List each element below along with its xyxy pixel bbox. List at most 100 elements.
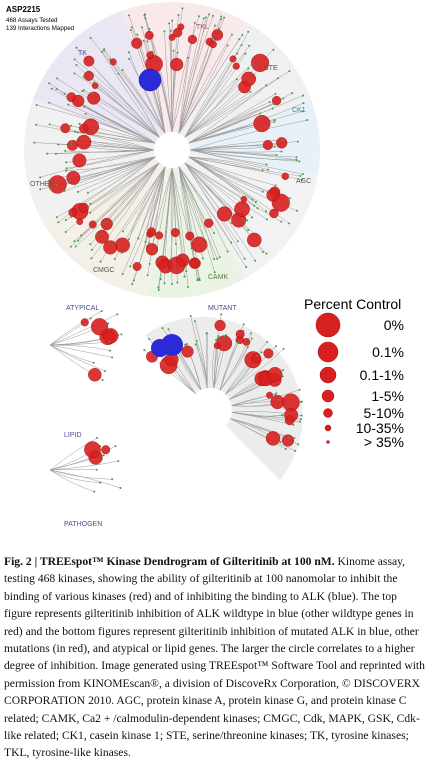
leaf (144, 17, 147, 20)
leaf (260, 351, 263, 354)
leaf (282, 347, 285, 350)
leaf (254, 259, 257, 262)
branch (230, 418, 289, 439)
hit (265, 431, 281, 446)
leaf (63, 92, 66, 95)
leaf (298, 388, 301, 391)
leaf (193, 320, 196, 323)
leaf (121, 69, 124, 72)
leaf (282, 369, 285, 372)
legend-marker (324, 424, 332, 432)
leaf (74, 130, 77, 133)
branch (149, 28, 173, 133)
branch (164, 31, 173, 133)
leaf (243, 257, 246, 260)
leaf (57, 143, 60, 146)
hit (66, 170, 81, 185)
branch (74, 162, 160, 242)
branch (106, 162, 160, 223)
leaf (275, 345, 278, 348)
leaf (273, 145, 276, 148)
leaf (130, 26, 133, 29)
branch (162, 327, 202, 391)
hit (109, 58, 117, 66)
leaf (265, 218, 268, 221)
legend-label: 0.1-1% (360, 367, 404, 383)
branch (34, 142, 155, 151)
leaf (213, 258, 216, 261)
leaf (73, 72, 76, 75)
hit (241, 71, 256, 87)
legend: 0% 0.1% 0.1-1% 1-5%5-10%10-35%> 35% (315, 312, 404, 450)
branch (49, 469, 113, 480)
branch (49, 344, 113, 358)
legend-label: 1-5% (371, 388, 404, 404)
leaf (146, 40, 149, 43)
leaf (129, 265, 132, 268)
leaf (266, 341, 269, 344)
group-label: TK (78, 50, 87, 57)
leaf (90, 257, 93, 260)
section-label: MUTANT (208, 305, 237, 312)
leaf (86, 191, 89, 194)
leaf (251, 198, 254, 201)
branch (178, 166, 220, 258)
leaf (100, 310, 103, 313)
leaf (121, 272, 124, 275)
leaf (218, 27, 221, 30)
leaf (215, 338, 218, 341)
leaf (132, 279, 135, 282)
hit (271, 95, 282, 106)
leaf (78, 122, 81, 125)
leaf (297, 443, 300, 446)
hit (242, 338, 251, 346)
leaf (247, 67, 250, 70)
leaf (220, 18, 223, 21)
leaf (241, 33, 244, 36)
leaf (212, 232, 215, 235)
leaf (287, 222, 290, 225)
legend-label: 0.1% (372, 344, 404, 360)
branch (178, 166, 215, 273)
hit (76, 218, 84, 226)
leaf (114, 445, 117, 448)
leaf (129, 29, 132, 32)
branch (184, 45, 242, 138)
branch (144, 18, 173, 133)
leaf (117, 460, 120, 463)
group-label: AGC (296, 178, 311, 185)
leaf (237, 341, 240, 344)
leaf (67, 103, 70, 106)
caption-text: Kinome assay, testing 468 kinases, showi… (4, 555, 425, 760)
hit (213, 342, 221, 350)
branch (76, 47, 160, 138)
leaf (236, 240, 239, 243)
leaf (127, 51, 130, 54)
hit (276, 137, 288, 149)
hit (103, 240, 118, 255)
hit (250, 53, 270, 72)
leaf (298, 160, 301, 163)
hit (250, 353, 261, 364)
leaf (265, 84, 268, 87)
leaf (275, 392, 278, 395)
leaf (70, 139, 73, 142)
leaf (117, 72, 120, 75)
hit (83, 55, 95, 67)
leaf (116, 313, 119, 316)
leaf (287, 436, 290, 439)
leaf (246, 219, 249, 222)
leaf (163, 282, 166, 285)
branch (122, 166, 166, 232)
leaf (247, 30, 250, 33)
leaf (70, 215, 73, 218)
leaf (271, 107, 274, 110)
branch (103, 49, 166, 134)
hit (95, 229, 109, 244)
hit (190, 258, 201, 269)
leaf (202, 17, 205, 20)
leaf (306, 119, 309, 122)
branch (171, 167, 200, 281)
hit (76, 134, 92, 150)
